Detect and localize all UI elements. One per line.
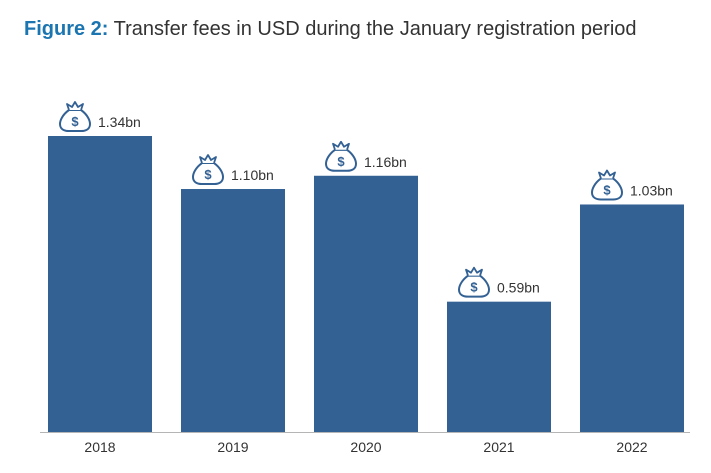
figure-number-label: Figure 2: <box>24 18 109 40</box>
bar-2022 <box>580 204 684 432</box>
value-label-2021: 0.59bn <box>497 280 540 296</box>
icons-group: $ $ $ $ $ <box>59 101 623 298</box>
money-bag-icon: $ <box>192 154 224 186</box>
tick-labels-group: 2018 2019 2020 2021 2022 <box>84 439 647 455</box>
bars-group <box>48 136 684 432</box>
svg-text:$: $ <box>71 114 79 129</box>
svg-text:$: $ <box>470 280 478 295</box>
money-bag-icon: $ <box>59 101 91 132</box>
figure-title: Figure 2: Transfer fees in USD during th… <box>24 15 637 43</box>
svg-text:$: $ <box>603 182 611 197</box>
tick-label-2020: 2020 <box>350 439 381 455</box>
svg-text:$: $ <box>204 167 212 182</box>
value-labels-group: 1.34bn 1.10bn 1.16bn 0.59bn 1.03bn <box>98 114 673 296</box>
value-label-2020: 1.16bn <box>364 154 407 170</box>
tick-label-2021: 2021 <box>483 439 514 455</box>
tick-label-2018: 2018 <box>84 439 115 455</box>
tick-label-2019: 2019 <box>217 439 248 455</box>
bar-2021 <box>447 301 551 432</box>
value-label-2018: 1.34bn <box>98 114 141 130</box>
tick-label-2022: 2022 <box>616 439 647 455</box>
bar-2018 <box>48 136 152 432</box>
value-label-2022: 1.03bn <box>630 182 673 198</box>
bar-2020 <box>314 175 418 432</box>
money-bag-icon: $ <box>458 266 490 298</box>
money-bag-icon: $ <box>325 140 357 172</box>
figure-title-text: Transfer fees in USD during the January … <box>113 18 637 40</box>
svg-text:$: $ <box>337 154 345 169</box>
money-bag-icon: $ <box>591 169 623 201</box>
value-label-2019: 1.10bn <box>231 167 274 183</box>
bar-2019 <box>181 189 285 432</box>
